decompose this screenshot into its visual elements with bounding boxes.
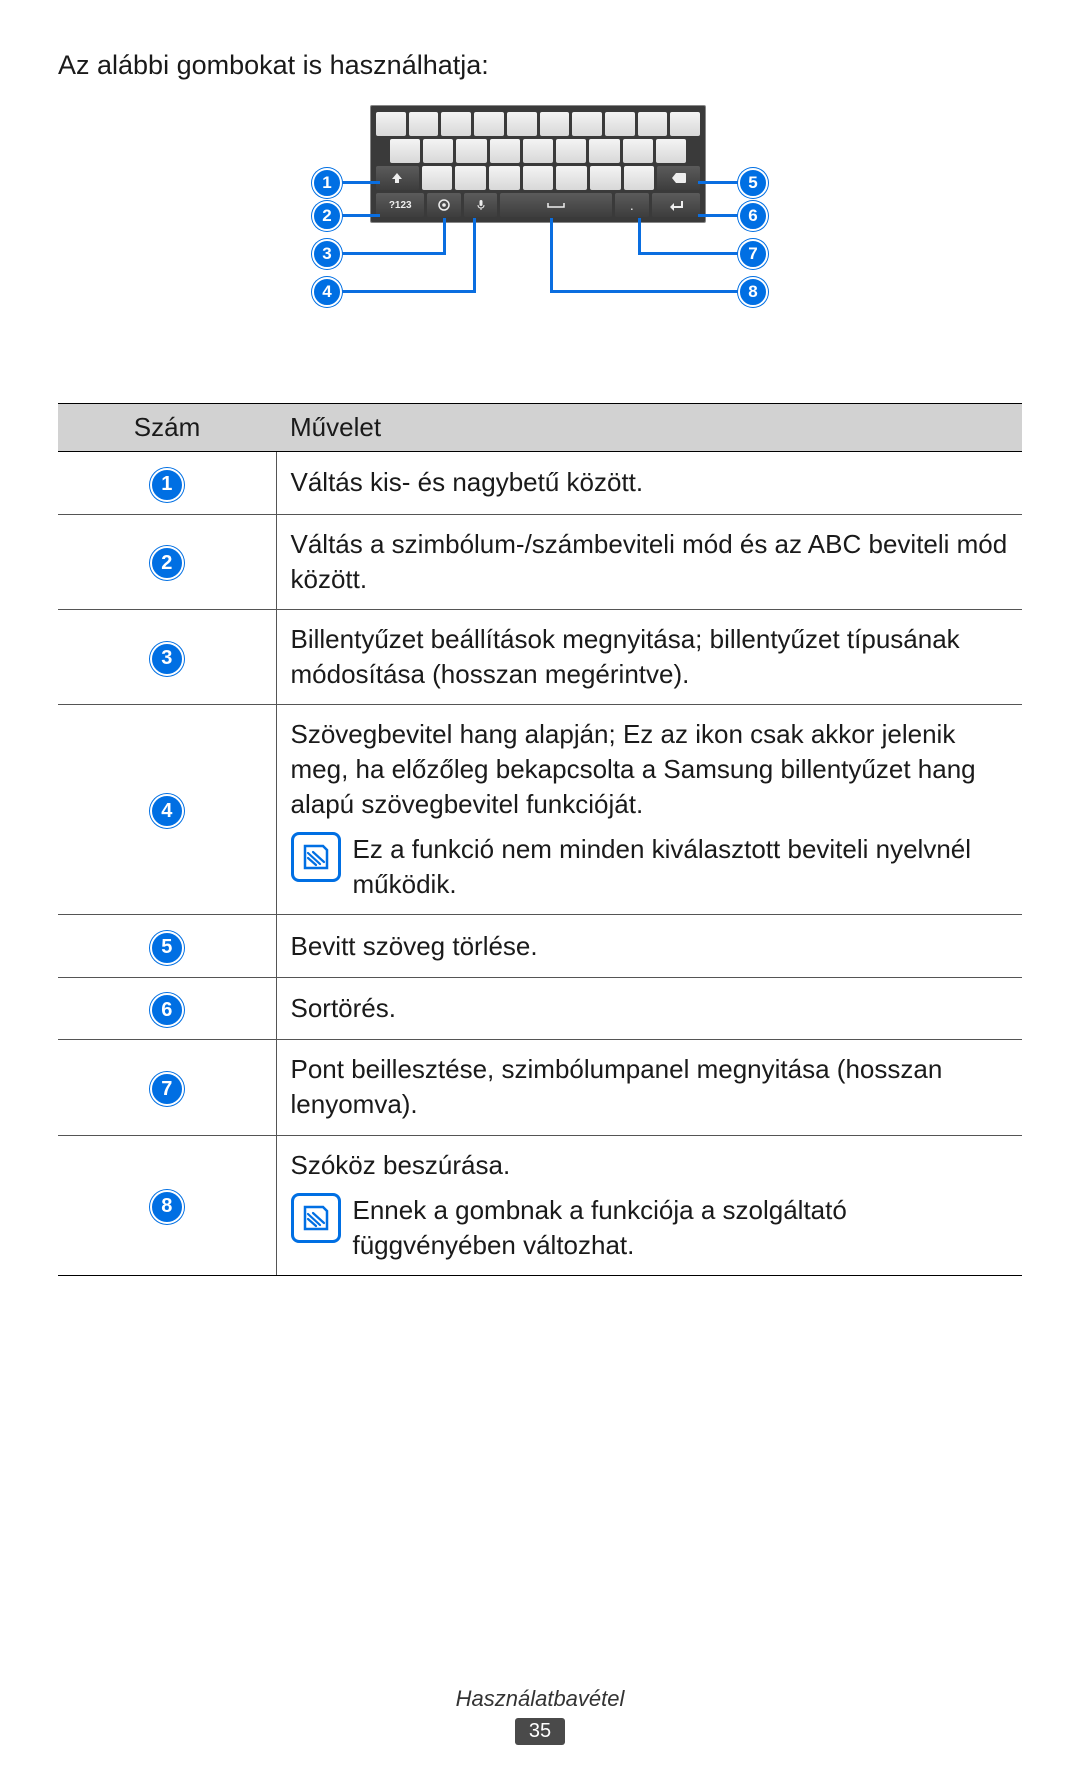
intro-text: Az alábbi gombokat is használhatja: — [58, 50, 1022, 81]
table-row: 4 Szövegbevitel hang alapján; Ez az ikon … — [58, 704, 1022, 914]
number-badge: 2 — [150, 546, 184, 580]
callout-7: 7 — [738, 239, 768, 269]
row-op-cell: Szövegbevitel hang alapján; Ez az ikon c… — [276, 704, 1022, 914]
op-text: Billentyűzet beállítások megnyitása; bil… — [291, 622, 1009, 692]
callout-6: 6 — [738, 201, 768, 231]
col-header-op: Művelet — [276, 404, 1022, 452]
page-footer: Használatbavétel 35 — [0, 1686, 1080, 1745]
row-op-cell: Bevitt szöveg törlése. — [276, 915, 1022, 978]
callout-8: 8 — [738, 277, 768, 307]
row-op-cell: Váltás a szimbólum-/számbeviteli mód és … — [276, 514, 1022, 609]
table-row: 2 Váltás a szimbólum-/számbeviteli mód és… — [58, 514, 1022, 609]
row-number-cell: 1 — [58, 452, 276, 515]
keyboard-diagram-container: ?123 . 1 — [58, 105, 1022, 365]
op-text: Szövegbevitel hang alapján; Ez az ikon c… — [291, 717, 1009, 822]
callout-1: 1 — [312, 168, 342, 198]
number-badge: 1 — [150, 468, 184, 502]
backspace-key — [657, 166, 700, 190]
op-text: Váltás a szimbólum-/számbeviteli mód és … — [291, 527, 1009, 597]
callout-4: 4 — [312, 277, 342, 307]
keyboard-diagram: ?123 . 1 — [250, 105, 830, 365]
number-badge: 4 — [150, 794, 184, 828]
operations-table: Szám Művelet 1 Váltás kis- és nagybetű kö… — [58, 403, 1022, 1276]
col-header-num: Szám — [58, 404, 276, 452]
number-badge: 8 — [150, 1190, 184, 1224]
row-number-cell: 3 — [58, 609, 276, 704]
row-op-cell: Pont beillesztése, szimbólumpanel megnyi… — [276, 1040, 1022, 1135]
op-text: Pont beillesztése, szimbólumpanel megnyi… — [291, 1052, 1009, 1122]
number-badge: 6 — [150, 993, 184, 1027]
op-text: Szóköz beszúrása. — [291, 1148, 1009, 1183]
space-key — [500, 193, 612, 217]
row-op-cell: Váltás kis- és nagybetű között. — [276, 452, 1022, 515]
row-op-cell: Szóköz beszúrása. Ennek a gombnak a funkc… — [276, 1135, 1022, 1275]
callout-3: 3 — [312, 239, 342, 269]
op-text: Bevitt szöveg törlése. — [291, 929, 1009, 964]
table-row: 8 Szóköz beszúrása. Ennek a gombnak a funk… — [58, 1135, 1022, 1275]
table-row: 5 Bevitt szöveg törlése. — [58, 915, 1022, 978]
table-row: 1 Váltás kis- és nagybetű között. — [58, 452, 1022, 515]
keyboard: ?123 . — [370, 105, 706, 223]
table-row: 6 Sortörés. — [58, 977, 1022, 1040]
table-row: 7 Pont beillesztése, szimbólumpanel megny… — [58, 1040, 1022, 1135]
table-row: 3 Billentyűzet beállítások megnyitása; bi… — [58, 609, 1022, 704]
shift-key — [376, 166, 419, 190]
row-op-cell: Sortörés. — [276, 977, 1022, 1040]
note: Ennek a gombnak a funkciója a szolgáltat… — [291, 1193, 1009, 1263]
callout-2: 2 — [312, 201, 342, 231]
note: Ez a funkció nem minden kiválasztott bev… — [291, 832, 1009, 902]
note-icon — [291, 1193, 341, 1243]
note-text: Ez a funkció nem minden kiválasztott bev… — [353, 832, 1009, 902]
number-badge: 7 — [150, 1072, 184, 1106]
note-text: Ennek a gombnak a funkciója a szolgáltat… — [353, 1193, 1009, 1263]
row-number-cell: 7 — [58, 1040, 276, 1135]
number-badge: 3 — [150, 642, 184, 676]
enter-key — [652, 193, 700, 217]
row-number-cell: 5 — [58, 915, 276, 978]
footer-section: Használatbavétel — [0, 1686, 1080, 1712]
row-number-cell: 6 — [58, 977, 276, 1040]
sym-key: ?123 — [376, 193, 424, 217]
number-badge: 5 — [150, 931, 184, 965]
row-number-cell: 4 — [58, 704, 276, 914]
op-text: Sortörés. — [291, 991, 1009, 1026]
note-icon — [291, 832, 341, 882]
row-number-cell: 2 — [58, 514, 276, 609]
settings-key — [427, 193, 461, 217]
op-text: Váltás kis- és nagybetű között. — [291, 465, 1009, 500]
row-number-cell: 8 — [58, 1135, 276, 1275]
callout-5: 5 — [738, 168, 768, 198]
page-number: 35 — [515, 1718, 565, 1745]
voice-key — [464, 193, 498, 217]
row-op-cell: Billentyűzet beállítások megnyitása; bil… — [276, 609, 1022, 704]
period-key: . — [615, 193, 649, 217]
